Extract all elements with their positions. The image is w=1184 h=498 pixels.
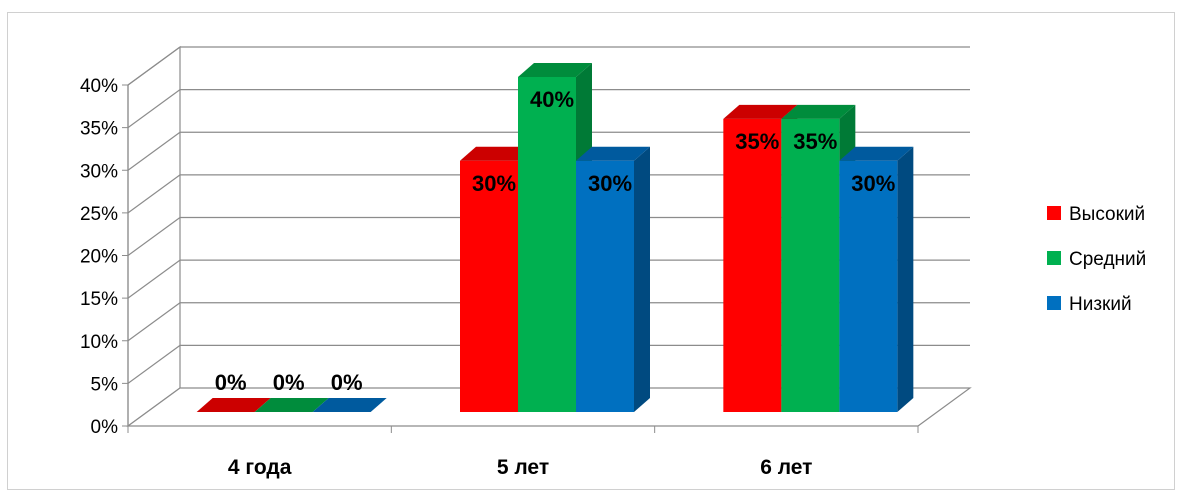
bar-Низкий-6 лет [839, 146, 914, 412]
y-tick-label: 40% [80, 76, 118, 97]
gridline-diagonal [127, 302, 181, 342]
data-label: 30% [472, 171, 516, 196]
data-labels: 0% 0% 0% 30% 40% 30% 35% 35% 30% [215, 87, 896, 395]
y-tick-label: 5% [91, 374, 119, 395]
x-category-label: 5 лет [497, 456, 549, 479]
gridline-diagonal [127, 344, 181, 384]
legend-swatch [1047, 251, 1061, 265]
gridline-diagonal [127, 46, 181, 86]
data-label: 0% [273, 370, 305, 395]
data-label: 35% [793, 129, 837, 154]
legend-label: Средний [1069, 249, 1146, 270]
gridline-diagonal [127, 217, 181, 256]
data-label: 0% [331, 370, 363, 395]
data-label: 0% [215, 370, 247, 395]
x-category-label: 4 года [228, 456, 292, 479]
gridline-diagonal [127, 131, 181, 171]
y-axis-tick-labels: 0% 5% 10% 15% 20% 25% 30% 35% 40% [80, 76, 118, 438]
legend: Высокий Средний Низкий [1047, 204, 1146, 315]
bar-Низкий-4 года [312, 398, 387, 412]
data-label: 30% [588, 171, 632, 196]
y-tick-label: 20% [80, 247, 118, 268]
x-category-label: 6 лет [760, 456, 812, 479]
gridline-diagonal [127, 174, 181, 214]
y-tick-label: 30% [80, 161, 118, 182]
y-tick-label: 25% [80, 204, 118, 225]
y-tick-label: 35% [80, 119, 118, 140]
data-label: 30% [851, 171, 895, 196]
x-axis-category-labels: 4 года 5 лет 6 лет [228, 456, 813, 479]
bars [196, 63, 914, 412]
bar-Низкий-5 лет [576, 146, 650, 412]
y-tick-label: 10% [80, 332, 118, 353]
legend-swatch [1047, 206, 1061, 220]
legend-swatch [1047, 296, 1061, 310]
bar-Средний-4 года [254, 398, 329, 412]
legend-label: Низкий [1069, 294, 1132, 315]
bar-Высокий-4 года [196, 398, 271, 412]
data-label: 40% [530, 87, 574, 112]
y-tick-label: 15% [80, 289, 118, 310]
legend-label: Высокий [1069, 204, 1145, 225]
gridline-diagonal [127, 259, 181, 299]
gridline-diagonal [127, 89, 181, 129]
data-label: 35% [735, 129, 779, 154]
y-tick-label: 0% [91, 417, 119, 438]
